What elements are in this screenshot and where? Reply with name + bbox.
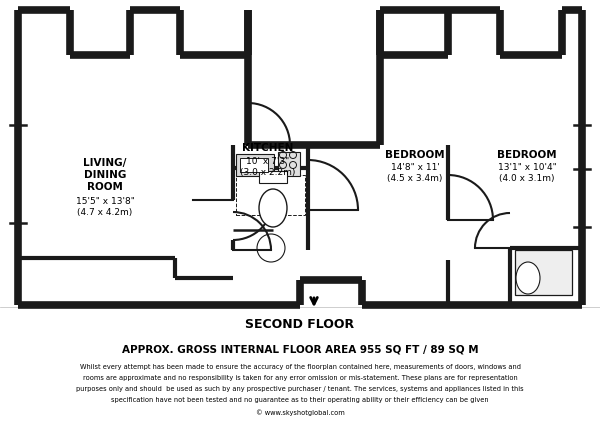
Bar (70, 10, 130, 55)
Ellipse shape (516, 262, 540, 294)
Text: APPROX. GROSS INTERNAL FLOOR AREA 955 SQ FT / 89 SQ M: APPROX. GROSS INTERNAL FLOOR AREA 955 SQ… (122, 345, 478, 355)
Bar (18, 10, 582, 305)
Text: SECOND FLOOR: SECOND FLOOR (245, 318, 355, 332)
Text: (4.7 x 4.2m): (4.7 x 4.2m) (77, 209, 133, 218)
Text: (4.5 x 3.4m): (4.5 x 3.4m) (388, 175, 443, 184)
Text: KITCHEN: KITCHEN (242, 143, 293, 153)
Text: 10' x 7'3": 10' x 7'3" (247, 156, 290, 165)
Text: rooms are approximate and no responsibility is taken for any error omission or m: rooms are approximate and no responsibil… (83, 375, 517, 381)
Bar (236, 154, 274, 176)
Text: (3.0 x 2.2m): (3.0 x 2.2m) (241, 167, 296, 176)
Bar (515, 250, 572, 295)
Bar (248, 10, 380, 145)
Bar (236, 175, 305, 215)
Text: Whilst every attempt has been made to ensure the accuracy of the floorplan conta: Whilst every attempt has been made to en… (79, 364, 521, 370)
Bar (240, 158, 268, 172)
Text: purposes only and should  be used as such by any prospective purchaser / tenant.: purposes only and should be used as such… (76, 386, 524, 392)
Text: specification have not been tested and no guarantee as to their operating abilit: specification have not been tested and n… (111, 397, 489, 403)
Bar (278, 152, 300, 176)
Text: BEDROOM: BEDROOM (497, 150, 557, 160)
Bar (380, 10, 448, 55)
Text: BEDROOM: BEDROOM (385, 150, 445, 160)
Ellipse shape (259, 189, 287, 227)
Text: LIVING/
DINING
ROOM: LIVING/ DINING ROOM (83, 159, 127, 192)
Text: 14'8" x 11': 14'8" x 11' (391, 164, 439, 173)
Bar (259, 171, 287, 183)
Text: © www.skyshotglobal.com: © www.skyshotglobal.com (256, 410, 344, 416)
Bar (500, 10, 562, 55)
Bar (180, 10, 248, 55)
Text: 15'5" x 13'8": 15'5" x 13'8" (76, 198, 134, 206)
Text: 13'1" x 10'4": 13'1" x 10'4" (497, 164, 556, 173)
Text: (4.0 x 3.1m): (4.0 x 3.1m) (499, 175, 555, 184)
